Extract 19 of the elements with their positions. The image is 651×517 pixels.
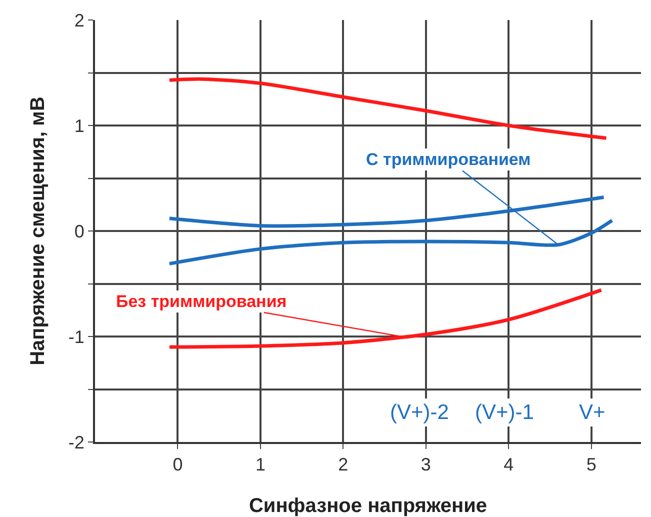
line-series — [168, 77, 608, 140]
x-tick-label: 1 — [255, 454, 266, 475]
annotation: (V+)-2 — [390, 401, 449, 424]
annotation: С триммированием — [366, 150, 531, 169]
annotation: (V+)-1 — [475, 401, 534, 424]
annotation: V+ — [579, 401, 606, 424]
y-tick-label: 2 — [74, 10, 84, 30]
x-tick-label: 3 — [420, 454, 431, 475]
x-tick-label: 0 — [172, 454, 183, 475]
x-tick-label: 2 — [338, 454, 348, 475]
annotation: Без триммирования — [116, 292, 287, 311]
y-tick-label: -1 — [68, 326, 84, 347]
x-tick-label: 5 — [586, 454, 596, 475]
x-tick-label: 4 — [504, 454, 514, 475]
y-tick-label: 0 — [74, 221, 84, 242]
y-tick-label: 1 — [74, 116, 84, 136]
y-axis-title: Напряжение смещения, мВ — [27, 96, 49, 366]
x-axis-title: Синфазное напряжение — [248, 495, 488, 517]
y-tick-label: -2 — [68, 432, 84, 452]
